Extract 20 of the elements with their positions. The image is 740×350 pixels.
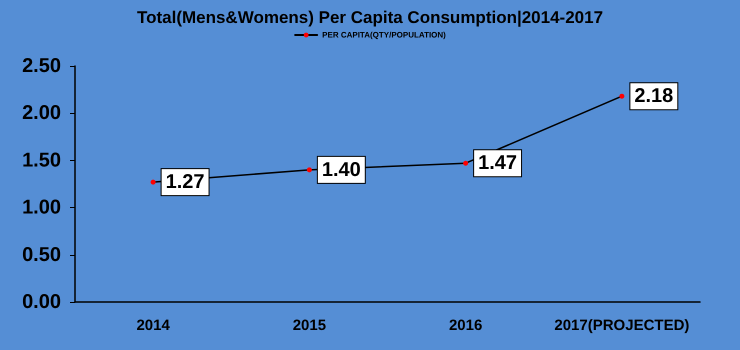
x-tick-label: 2014 [136,317,170,334]
data-label: 1.47 [478,152,518,174]
y-tick-label: 0.00 [22,291,61,313]
point [463,160,468,166]
point [306,167,312,172]
x-tick-label: 2015 [292,317,326,334]
y-tick-label: 1.50 [22,149,61,172]
x-tick-label: 2017(PROJECTED) [554,317,690,334]
chart-title: Total(Mens&Womens) Per Capita Consumption|2014-2017 [136,8,604,27]
point [619,94,624,99]
point [150,180,156,185]
data-label: 1.40 [322,158,361,181]
y-tick-label: 1.00 [22,196,61,219]
y-tick-label: 0.50 [22,244,61,266]
legend-label: PER CAPITA(QTY/POPULATION) [322,30,446,40]
data-label: 1.27 [166,171,205,194]
y-tick-label: 2.00 [22,102,61,124]
x-tick-label: 2016 [448,317,482,334]
data-label: 2.18 [634,85,674,108]
y-tick-label: 2.50 [22,55,61,77]
